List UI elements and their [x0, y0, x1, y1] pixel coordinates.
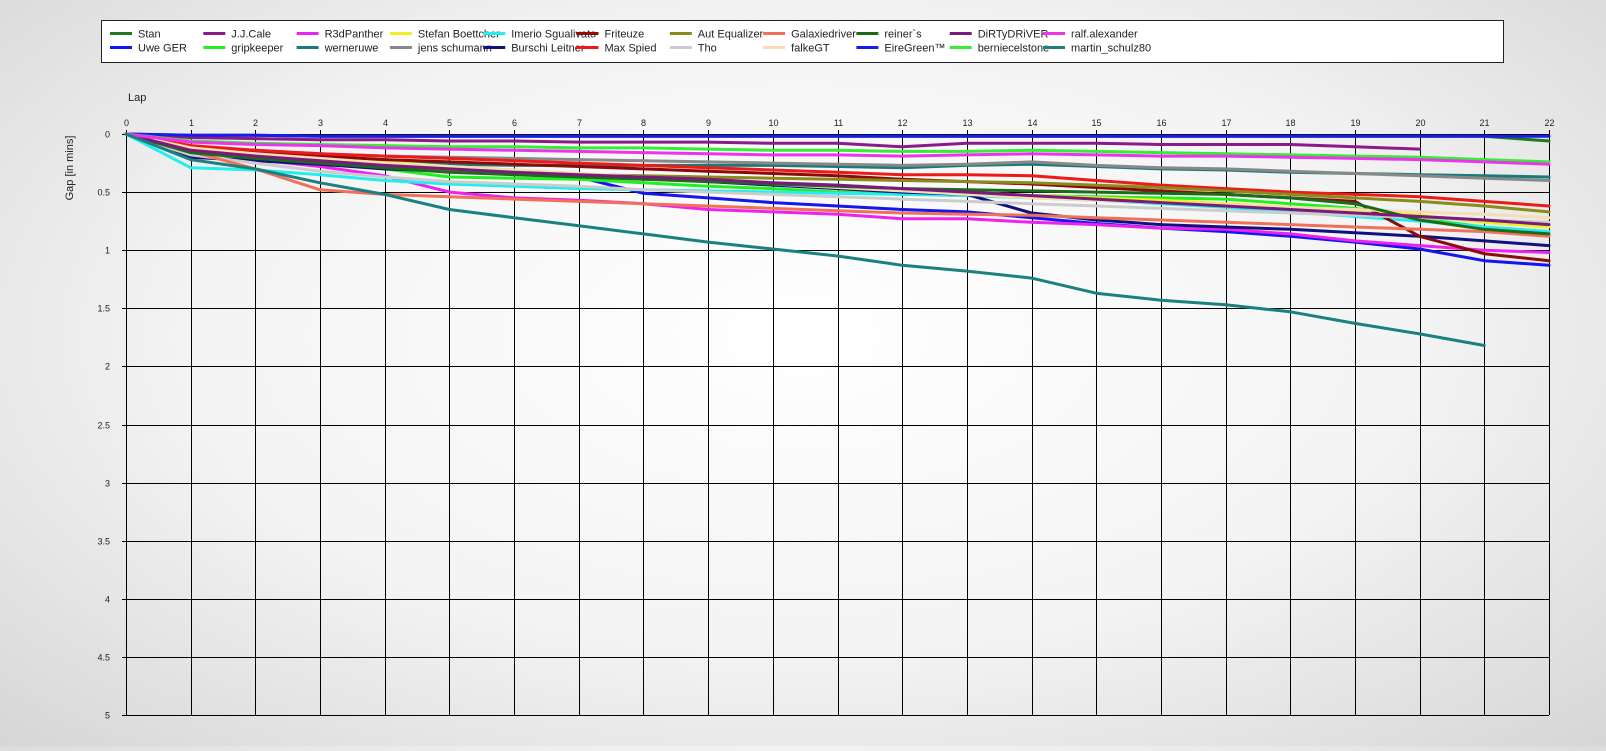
legend-item: Tho [669, 43, 717, 55]
x-tick-label: 20 [1415, 118, 1425, 128]
series-line [124, 132, 1551, 227]
legend-item: DiRTyDRiVER [949, 29, 1049, 41]
y-tick-label: 1 [105, 246, 110, 256]
grid: 0 1 2 3 4 5 6 7 8 9 10 11 12 13 14 15 16 17 18 19 20 21 2200.5… [97, 118, 1554, 721]
legend-label: berniecelstone [978, 43, 1050, 55]
legend-label: J.J.Cale [231, 29, 271, 41]
x-tick-label: 19 [1350, 118, 1360, 128]
x-axis-title: Lap [128, 92, 146, 104]
x-tick-label: 11 [834, 118, 843, 128]
series-line [124, 132, 1551, 166]
legend-label: Tho [698, 43, 717, 55]
y-tick-label: 3 [105, 479, 110, 489]
y-tick-label: 5 [105, 711, 110, 721]
legend-label: Uwe GER [138, 43, 187, 55]
x-tick-label: 1 [189, 118, 194, 128]
legend-item: Stan [110, 29, 161, 41]
y-axis-title: Gap [in mins] [64, 136, 76, 201]
legend-label: ralf.alexander [1071, 29, 1138, 41]
y-tick-label: 0 [105, 130, 110, 140]
legend-label: gripkeeper [231, 43, 283, 55]
legend-item: Friteuze [576, 29, 645, 41]
legend-item: Stefan Boettcher [389, 29, 500, 41]
legend-item: J.J.Cale [203, 29, 271, 41]
legend-label: Stefan Boettcher [418, 29, 500, 41]
legend-item: werneruwe [296, 43, 379, 55]
x-tick-label: 0 [124, 118, 129, 128]
series-line [124, 132, 1486, 347]
series-line [124, 132, 1551, 138]
legend-label: Max Spied [605, 43, 657, 55]
series-line [124, 132, 1551, 208]
legend-label: Imerio Sgualivato [511, 29, 596, 41]
axes: Lap Gap [in mins] [64, 92, 146, 200]
x-tick-label: 12 [897, 118, 907, 128]
legend-item: gripkeeper [203, 43, 284, 55]
legend-item: martin_schulz80 [1043, 43, 1151, 55]
x-tick-label: 7 [577, 118, 582, 128]
x-tick-label: 15 [1091, 118, 1101, 128]
legend-label: Galaxiedriver [791, 29, 856, 41]
legend-label: jens schumann [417, 43, 492, 55]
legend-item: reiner`s [856, 29, 922, 41]
legend-label: DiRTyDRiVER [978, 29, 1049, 41]
x-tick-label: 10 [768, 118, 778, 128]
legend-label: werneruwe [324, 43, 379, 55]
x-tick-label: 16 [1156, 118, 1166, 128]
x-tick-label: 2 [253, 118, 258, 128]
x-tick-label: 6 [512, 118, 517, 128]
legend-label: EireGreen™ [884, 43, 945, 55]
x-tick-label: 21 [1479, 118, 1489, 128]
legend-label: reiner`s [884, 29, 922, 41]
legend-item: Uwe GER [110, 43, 187, 55]
legend-item: falkeGT [763, 43, 830, 55]
y-tick-label: 0.5 [97, 188, 110, 198]
legend-item: ralf.alexander [1043, 29, 1138, 41]
legend-item: R3dPanther [296, 29, 384, 41]
y-tick-label: 1.5 [97, 304, 110, 314]
series-line [124, 132, 1551, 254]
y-tick-label: 4.5 [97, 653, 110, 663]
legend-label: falkeGT [791, 43, 830, 55]
series-line [124, 132, 1551, 224]
legend-label: Aut Equalizer [698, 29, 764, 41]
x-tick-label: 3 [318, 118, 323, 128]
x-tick-label: 8 [641, 118, 646, 128]
legend-item: Burschi Leitner [483, 43, 585, 55]
legend-item: EireGreen™ [856, 43, 946, 55]
x-tick-label: 5 [447, 118, 452, 128]
legend-label: Burschi Leitner [511, 43, 585, 55]
legend-item: Max Spied [576, 43, 657, 55]
legend-item: berniecelstone [949, 43, 1050, 55]
x-tick-label: 22 [1544, 118, 1554, 128]
series-line [124, 132, 1422, 151]
legend-box [101, 20, 1504, 63]
x-tick-label: 9 [706, 118, 711, 128]
series-line [124, 132, 1551, 234]
series-lines [124, 132, 1551, 347]
legend-label: martin_schulz80 [1071, 43, 1151, 55]
x-tick-label: 4 [383, 118, 388, 128]
y-tick-label: 3.5 [97, 537, 110, 547]
y-tick-label: 2.5 [97, 421, 110, 431]
legend-item: Imerio Sgualivato [483, 29, 596, 41]
legend-item: Aut Equalizer [669, 29, 764, 41]
legend: Stan Uwe GER J.J.Cale gripkeeper R3dPanther w… [101, 20, 1504, 63]
x-tick-label: 13 [962, 118, 972, 128]
legend-label: R3dPanther [325, 29, 384, 41]
legend-label: Stan [138, 29, 161, 41]
legend-item: Galaxiedriver [763, 29, 856, 41]
y-tick-label: 2 [105, 362, 110, 372]
legend-label: Friteuze [605, 29, 645, 41]
x-tick-label: 14 [1027, 118, 1037, 128]
x-tick-label: 17 [1221, 118, 1231, 128]
series-line [124, 132, 1551, 164]
series-line [124, 132, 1551, 234]
y-tick-label: 4 [105, 595, 110, 605]
x-tick-label: 18 [1285, 118, 1295, 128]
legend-item: jens schumann [389, 43, 492, 55]
series-line [124, 132, 1551, 238]
